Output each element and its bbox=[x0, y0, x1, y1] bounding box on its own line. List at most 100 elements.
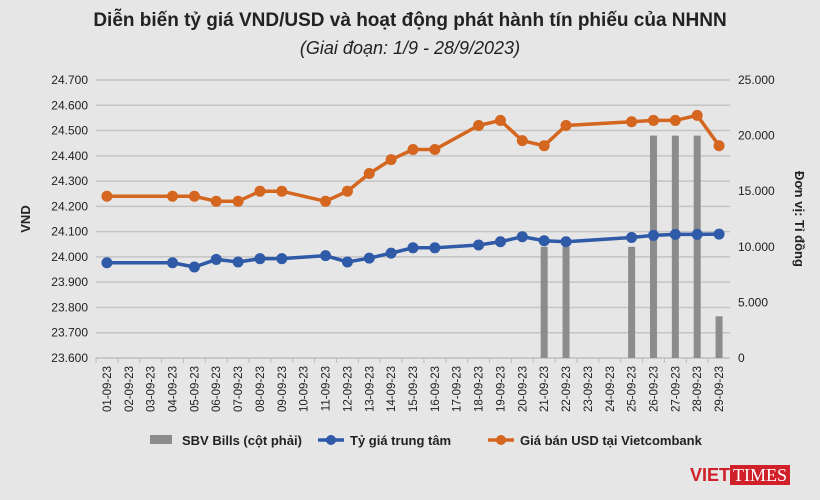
point-central-rate bbox=[560, 236, 572, 248]
point-vietcombank bbox=[341, 185, 353, 197]
x-tick-label: 02-09-23 bbox=[124, 366, 136, 412]
x-tick-label: 17-09-23 bbox=[452, 366, 464, 412]
x-tick-label: 19-09-23 bbox=[495, 366, 507, 412]
bar-sbv-bills bbox=[649, 135, 657, 358]
x-tick-label: 21-09-23 bbox=[539, 366, 551, 412]
viettimes-logo: VIET TIMES bbox=[690, 465, 790, 486]
point-central-rate bbox=[538, 235, 550, 247]
point-central-rate bbox=[101, 257, 113, 269]
chart-title: Diễn biến tỷ giá VND/USD và hoạt động ph… bbox=[93, 10, 727, 31]
point-vietcombank bbox=[254, 185, 266, 197]
x-tick-label: 29-09-23 bbox=[714, 366, 726, 412]
x-tick-label: 10-09-23 bbox=[299, 366, 311, 412]
point-central-rate bbox=[167, 257, 179, 269]
bar-sbv-bills bbox=[562, 246, 570, 358]
point-central-rate bbox=[363, 252, 375, 264]
point-central-rate bbox=[494, 236, 506, 248]
y-tick-label: 24.200 bbox=[51, 199, 88, 213]
point-central-rate bbox=[276, 253, 288, 265]
point-vietcombank bbox=[669, 114, 681, 126]
x-tick-label: 01-09-23 bbox=[102, 366, 114, 412]
y-tick-label: 23.900 bbox=[51, 275, 88, 289]
x-tick-label: 03-09-23 bbox=[146, 366, 158, 412]
point-vietcombank bbox=[560, 119, 572, 131]
point-vietcombank bbox=[713, 140, 725, 152]
point-vietcombank bbox=[320, 195, 332, 207]
y2-tick-label: 10.000 bbox=[738, 240, 775, 254]
y-tick-label: 23.600 bbox=[51, 351, 88, 365]
y-tick-label: 24.400 bbox=[51, 149, 88, 163]
y-axis-label: VND bbox=[18, 205, 33, 232]
point-vietcombank bbox=[516, 135, 528, 147]
x-tick-label: 04-09-23 bbox=[168, 366, 180, 412]
y2-tick-label: 0 bbox=[738, 351, 745, 365]
point-vietcombank bbox=[188, 190, 200, 202]
y-tick-label: 23.800 bbox=[51, 300, 88, 314]
point-vietcombank bbox=[429, 144, 441, 155]
point-central-rate bbox=[188, 261, 200, 273]
point-central-rate bbox=[473, 239, 485, 251]
bar-sbv-bills bbox=[715, 316, 723, 358]
legend-label: Giá bán USD tại Vietcombank bbox=[520, 433, 703, 448]
point-vietcombank bbox=[210, 195, 222, 207]
point-vietcombank bbox=[167, 190, 179, 202]
point-vietcombank bbox=[363, 168, 375, 180]
y-tick-label: 24.500 bbox=[51, 124, 88, 138]
legend-label: Tỷ giá trung tâm bbox=[350, 433, 451, 448]
y-tick-label: 24.300 bbox=[51, 174, 88, 188]
point-central-rate bbox=[320, 250, 332, 262]
x-tick-label: 28-09-23 bbox=[692, 366, 704, 412]
point-vietcombank bbox=[626, 116, 638, 128]
y-tick-label: 24.600 bbox=[51, 98, 88, 112]
x-tick-label: 06-09-23 bbox=[211, 366, 223, 412]
bar-sbv-bills bbox=[671, 135, 679, 358]
y2-tick-label: 20.000 bbox=[738, 129, 775, 143]
legend-label: SBV Bills (cột phải) bbox=[182, 433, 302, 448]
x-tick-label: 08-09-23 bbox=[255, 366, 267, 412]
legend-swatch-marker bbox=[326, 435, 336, 445]
y-tick-label: 23.700 bbox=[51, 326, 88, 340]
chart-subtitle: (Giai đoạn: 1/9 - 28/9/2023) bbox=[299, 38, 521, 58]
x-tick-label: 20-09-23 bbox=[517, 366, 529, 412]
bar-sbv-bills bbox=[628, 246, 636, 358]
point-vietcombank bbox=[385, 154, 397, 166]
point-vietcombank bbox=[101, 190, 113, 202]
point-vietcombank bbox=[473, 119, 485, 131]
point-central-rate bbox=[691, 228, 703, 240]
x-tick-label: 27-09-23 bbox=[670, 366, 682, 412]
x-tick-label: 23-09-23 bbox=[583, 366, 595, 412]
point-central-rate bbox=[341, 256, 353, 268]
point-central-rate bbox=[385, 247, 397, 259]
y-tick-label: 24.100 bbox=[51, 225, 88, 239]
point-central-rate bbox=[669, 228, 681, 240]
x-tick-label: 09-09-23 bbox=[277, 366, 289, 412]
x-tick-label: 14-09-23 bbox=[386, 366, 398, 412]
x-tick-label: 16-09-23 bbox=[430, 366, 442, 412]
x-tick-label: 18-09-23 bbox=[474, 366, 486, 412]
point-central-rate bbox=[516, 231, 528, 243]
y2-tick-label: 15.000 bbox=[738, 184, 775, 198]
point-central-rate bbox=[254, 253, 266, 265]
point-central-rate bbox=[232, 256, 244, 268]
point-vietcombank bbox=[407, 144, 419, 155]
point-central-rate bbox=[407, 242, 419, 254]
x-tick-label: 25-09-23 bbox=[627, 366, 639, 412]
x-tick-label: 05-09-23 bbox=[189, 366, 201, 412]
y-tick-label: 24.700 bbox=[51, 73, 88, 87]
y2-tick-label: 5.000 bbox=[738, 295, 768, 309]
line-vietcombank bbox=[106, 113, 721, 204]
y-tick-label: 24.000 bbox=[51, 250, 88, 264]
x-tick-label: 13-09-23 bbox=[364, 366, 376, 412]
x-tick-label: 11-09-23 bbox=[321, 366, 333, 411]
x-tick-label: 24-09-23 bbox=[605, 366, 617, 412]
x-tick-label: 22-09-23 bbox=[561, 366, 573, 412]
legend-swatch-marker bbox=[496, 435, 506, 445]
point-central-rate bbox=[713, 228, 725, 240]
point-vietcombank bbox=[494, 114, 506, 126]
point-vietcombank bbox=[276, 185, 288, 197]
y2-tick-label: 25.000 bbox=[738, 73, 775, 87]
legend-swatch-bar bbox=[150, 435, 172, 444]
point-central-rate bbox=[210, 253, 222, 265]
bar-sbv-bills bbox=[693, 135, 701, 358]
x-tick-label: 15-09-23 bbox=[408, 366, 420, 412]
